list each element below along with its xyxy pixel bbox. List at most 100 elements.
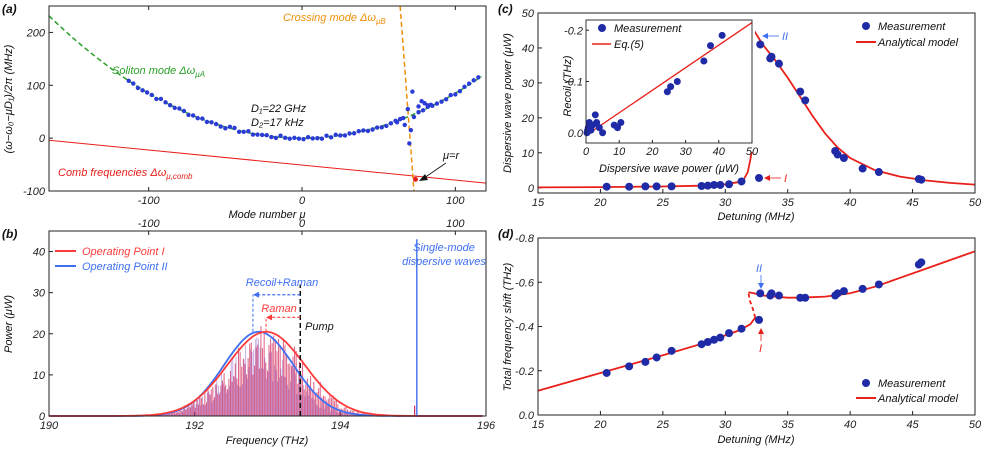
panel-d-xlabel: Detuning (MHz) (717, 434, 794, 446)
d-y-ticklabel: -0.2 (515, 366, 534, 378)
d-y-ticklabel: -0.6 (515, 277, 535, 289)
inset-measurement-point (700, 57, 708, 65)
panel-b-legend: Operating Point I Operating Point II (55, 246, 168, 273)
measurement-point (796, 87, 805, 96)
measured-point (315, 135, 320, 141)
panel-c-label-II: II (782, 31, 788, 43)
measurement-point (756, 40, 765, 49)
d-x-ticklabel: 30 (719, 419, 732, 431)
measured-point (204, 119, 210, 125)
c-y-ticklabel: 40 (522, 43, 535, 55)
measured-point (131, 81, 136, 86)
measured-point (149, 92, 154, 98)
panel-d-frame (537, 237, 976, 416)
measurement-point (703, 181, 712, 190)
c-y-ticklabel: 30 (522, 78, 535, 90)
measurement-point (774, 291, 783, 300)
measurement-point (697, 182, 706, 191)
inset-measurement-point (591, 111, 599, 119)
measurement-point (602, 182, 611, 191)
legend-label-measurement: Measurement (878, 378, 946, 390)
measurement-point (710, 335, 719, 344)
measurement-point (725, 180, 734, 189)
inset-xlabel: Dispersive wave power (μW) (599, 163, 739, 175)
inset-measurement-point (663, 88, 671, 96)
measurement-point (737, 177, 746, 186)
measured-point (384, 123, 389, 129)
inset-y-ticklabel: -0.1 (564, 77, 583, 89)
measurement-point (710, 180, 719, 189)
panel-b-xlabel: Frequency (THz) (226, 435, 309, 447)
measured-point (434, 101, 440, 106)
inset-measurement-point (617, 119, 625, 126)
measurement-point (767, 289, 776, 298)
inset-y-ticklabel: 0.0 (568, 128, 584, 140)
inset-measurement-point (673, 78, 681, 85)
measurement-point (756, 289, 765, 298)
measured-point (342, 133, 348, 138)
measurement-point (625, 182, 634, 191)
c-x-ticklabel: 40 (844, 197, 857, 209)
inset-legend-label-model: Eq.(5) (614, 39, 644, 51)
panel-d-label: (d) (498, 227, 513, 241)
measured-point (471, 78, 476, 83)
panel-c-inset: -0.2 -0.1 0.0 0 10 20 30 40 50 Measurement Eq.(5… (562, 16, 759, 175)
c-x-ticklabel: 35 (782, 197, 795, 209)
measured-outlier (408, 128, 414, 133)
c-x-ticklabel: 30 (719, 197, 732, 209)
measured-point (443, 97, 449, 102)
panel-c: (c) 0 10 20 30 40 50 15 20 25 30 35 40 45 50 Measurem… (498, 2, 981, 223)
measured-outlier (402, 122, 407, 128)
measured-point (181, 108, 187, 114)
b-y-ticklabel: 20 (32, 329, 46, 341)
measured-point (420, 108, 426, 113)
inset-x-ticklabel: 50 (746, 146, 759, 158)
legend-marker-measurement (862, 22, 870, 30)
b-y-ticklabel: 40 (33, 247, 46, 259)
measured-outlier (410, 89, 415, 94)
panel-c-ylabel: Dispersive wave power (μW) (502, 33, 514, 173)
inset-x-ticklabel: 10 (613, 146, 626, 158)
inset-x-ticklabel: 40 (713, 146, 726, 158)
measured-point (255, 132, 260, 137)
panel-c-xlabel: Detuning (MHz) (717, 211, 794, 223)
measurement-point (641, 357, 650, 366)
d-y-ticklabel: -0.4 (515, 322, 534, 334)
panel-c-frame (537, 12, 976, 194)
panel-a-plot: 200 100 0 -100 -100 0 100 (23, 5, 487, 207)
raman-arrowhead (266, 314, 273, 321)
measured-point (259, 132, 265, 138)
measured-point (213, 121, 219, 127)
measurement-point (858, 284, 867, 293)
panel-c-arrowhead-II (762, 33, 768, 39)
inset-measurement-point (614, 124, 622, 132)
measured-point (453, 92, 458, 97)
panel-a-mu-r-arrowhead (419, 174, 428, 181)
measured-point (416, 104, 421, 109)
d-x-ticklabel: 20 (593, 419, 607, 431)
measured-point (232, 125, 237, 131)
b-top-ticklabel: 0 (299, 218, 306, 230)
a-x-ticklabel: 0 (299, 195, 306, 207)
panel-d-arrowhead-II (758, 283, 764, 289)
measurement-point (917, 175, 926, 184)
c-x-ticklabel: 45 (906, 197, 919, 209)
measured-point (158, 96, 164, 102)
a-y-ticklabel: 100 (27, 80, 46, 92)
measured-point (379, 125, 384, 130)
measured-point (195, 116, 200, 121)
measured-point (328, 135, 334, 140)
panel-d-label-II: II (756, 263, 762, 275)
c-y-ticklabel: 20 (521, 113, 535, 125)
inset-legend-marker-measurement (598, 24, 606, 32)
inset-measurement-point (718, 31, 726, 39)
measured-point (476, 75, 481, 80)
measured-point (439, 99, 444, 104)
measured-point (209, 120, 214, 125)
measurement-point (858, 164, 867, 173)
measured-point (246, 128, 251, 134)
measured-point (287, 136, 292, 141)
panel-a-comb-label: Comb frequencies Δωμ,comb (58, 167, 193, 181)
measured-point (324, 133, 329, 138)
